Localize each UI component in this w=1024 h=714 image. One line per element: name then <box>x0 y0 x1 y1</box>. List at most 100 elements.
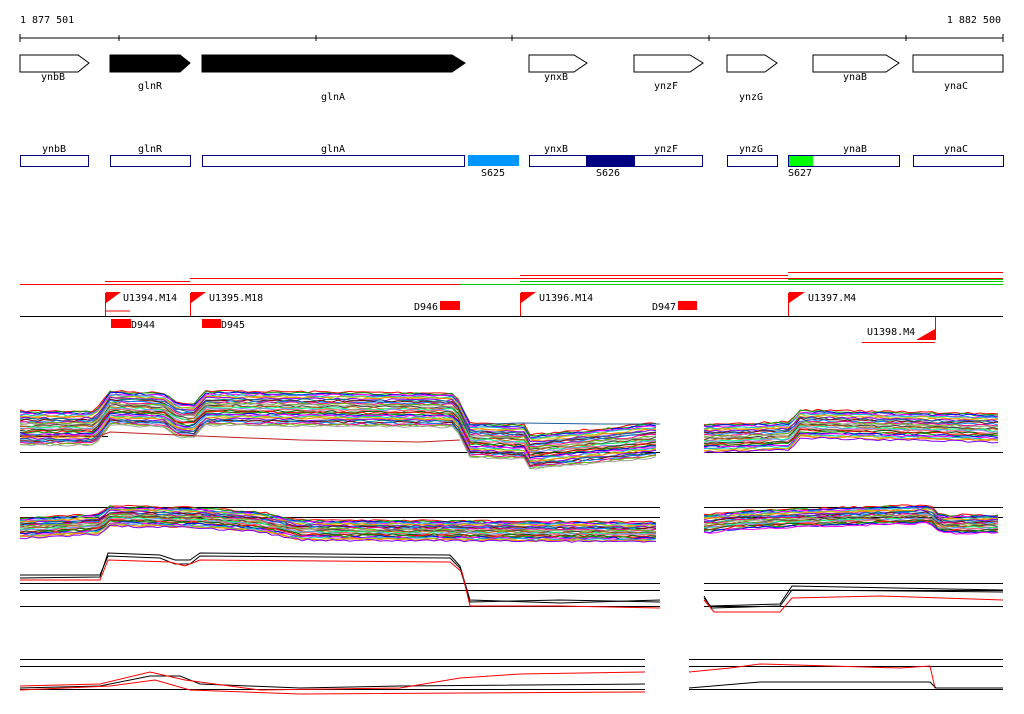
gene-label: ynaB <box>843 72 867 83</box>
segment-label: S627 <box>788 168 812 179</box>
upshift-label: U1394.M14 <box>123 293 177 304</box>
profile-trace <box>19 679 646 695</box>
profile-trace <box>19 524 657 543</box>
upshift-label: U1395.M18 <box>209 293 263 304</box>
profile-trace <box>703 412 999 430</box>
gene-label: glnA <box>321 92 345 103</box>
profile-trace <box>703 418 999 436</box>
segment-label: S626 <box>596 168 620 179</box>
profile-trace <box>19 418 657 465</box>
profile-trace <box>19 399 657 447</box>
profile-trace <box>703 513 999 527</box>
gene-arrow-glnA[interactable]: glnA <box>201 54 466 103</box>
profile-trace <box>19 423 657 470</box>
gene-box-ynxB-ynzF[interactable] <box>529 155 703 167</box>
profile-trace <box>19 404 657 450</box>
profile-trace <box>459 422 660 426</box>
gene-box-label: glnA <box>321 144 345 155</box>
profile-trace <box>19 392 657 440</box>
gene-box-label: ynbB <box>42 144 66 155</box>
upshift-U1397[interactable]: U1397.M4 <box>788 292 857 316</box>
downshift-label: D947 <box>652 302 676 313</box>
gene-box-label: ynzF <box>654 144 678 155</box>
downshift-D946[interactable]: D946 <box>414 301 460 313</box>
profile-trace <box>703 411 999 429</box>
downshift-D947[interactable]: D947 <box>652 301 697 313</box>
profile-trace <box>19 415 657 461</box>
profile-trace <box>703 408 999 426</box>
profile-trace <box>703 433 999 450</box>
gene-box-ynbB[interactable] <box>20 155 89 167</box>
profile-trace <box>703 425 999 442</box>
profile-trace <box>703 510 999 523</box>
profile-trace <box>703 417 999 434</box>
gene-box-label: ynaB <box>843 144 867 155</box>
profile-trace <box>688 681 1003 689</box>
downshift-D945[interactable]: D945 <box>202 319 245 331</box>
profile-trace <box>688 663 1003 689</box>
gene-box-label: ynaC <box>944 144 968 155</box>
gene-box-label: ynzG <box>739 144 763 155</box>
profile-trace <box>703 585 1004 607</box>
profile-trace <box>703 589 1004 609</box>
profile-trace <box>19 524 657 543</box>
segment-S626[interactable] <box>586 155 635 166</box>
profile-trace <box>703 416 999 433</box>
upshift-U1396[interactable]: U1396.M14 <box>520 292 594 316</box>
profile-trace <box>703 595 1004 613</box>
gene-arrow-ynzG[interactable]: ynzG <box>726 54 778 103</box>
profile-trace <box>703 509 999 522</box>
profile-trace <box>19 422 657 470</box>
profile-trace <box>703 409 999 427</box>
profile-trace <box>20 555 661 603</box>
gene-arrow-ynxB[interactable]: ynxB <box>528 54 588 83</box>
gene-box-label: glnR <box>138 144 163 155</box>
gene-arrow-glnR[interactable]: glnR <box>109 54 191 92</box>
profile-trace <box>19 408 657 454</box>
gene-arrow-ynbB[interactable]: ynbB <box>19 54 90 83</box>
gene-arrow-ynzF[interactable]: ynzF <box>633 54 704 92</box>
gene-box-label: ynxB <box>544 144 568 155</box>
upshift-U1395[interactable]: U1395.M18 <box>190 292 264 316</box>
profile-trace <box>19 671 646 691</box>
profile-trace <box>703 509 999 523</box>
profile-trace <box>19 410 657 456</box>
segment-S625[interactable] <box>468 155 519 166</box>
profile-trace <box>703 432 999 448</box>
profile-trace <box>19 675 646 689</box>
downshift-D944[interactable]: D944 <box>111 319 155 331</box>
profile-trace <box>19 417 657 464</box>
profile-trace <box>19 517 657 536</box>
gene-box-ynaB[interactable] <box>788 155 900 167</box>
gene-arrow-track: ynbB glnR glnA ynxB ynzF ynzG ynaB ynaC <box>19 54 1004 103</box>
profile-trace <box>703 429 999 446</box>
profile-trace <box>19 514 657 533</box>
downshift-label: D946 <box>414 302 438 313</box>
coordinate-end: 1 882 500 <box>947 15 1001 26</box>
profile-trace <box>703 436 999 454</box>
segment-track: ynbB glnR glnA ynxB ynzF ynzG ynaB ynaC … <box>20 144 1004 179</box>
upshift-label: U1397.M4 <box>808 293 856 304</box>
coordinate-start: 1 877 501 <box>20 15 74 26</box>
gene-box-ynzG[interactable] <box>727 155 778 167</box>
shift-track: U1394.M14 U1395.M18 U1396.M14 U1397.M4 U… <box>20 292 1003 343</box>
gene-arrow-ynaB[interactable]: ynaB <box>812 54 900 83</box>
upshift-U1394[interactable]: U1394.M14 <box>105 292 177 316</box>
upshift-U1398[interactable]: U1398.M4 <box>862 317 936 343</box>
gene-box-ynaC[interactable] <box>913 155 1004 167</box>
profile-trace <box>703 521 999 535</box>
downshift-label: D944 <box>131 320 155 331</box>
gene-box-glnR[interactable] <box>110 155 191 167</box>
gene-box-glnA[interactable] <box>202 155 465 167</box>
profile-trace <box>19 511 657 530</box>
gene-arrow-ynaC[interactable]: ynaC <box>912 54 1004 92</box>
coordinate-ruler: 1 877 501 1 882 500 <box>19 15 1004 42</box>
segment-S627[interactable] <box>788 155 813 166</box>
profile-trace <box>19 522 657 541</box>
profile-trace <box>19 396 657 443</box>
expression-profiles <box>19 389 1004 695</box>
gene-label: ynbB <box>41 72 65 83</box>
profile-trace <box>20 559 661 609</box>
upshift-label: U1398.M4 <box>867 327 915 338</box>
